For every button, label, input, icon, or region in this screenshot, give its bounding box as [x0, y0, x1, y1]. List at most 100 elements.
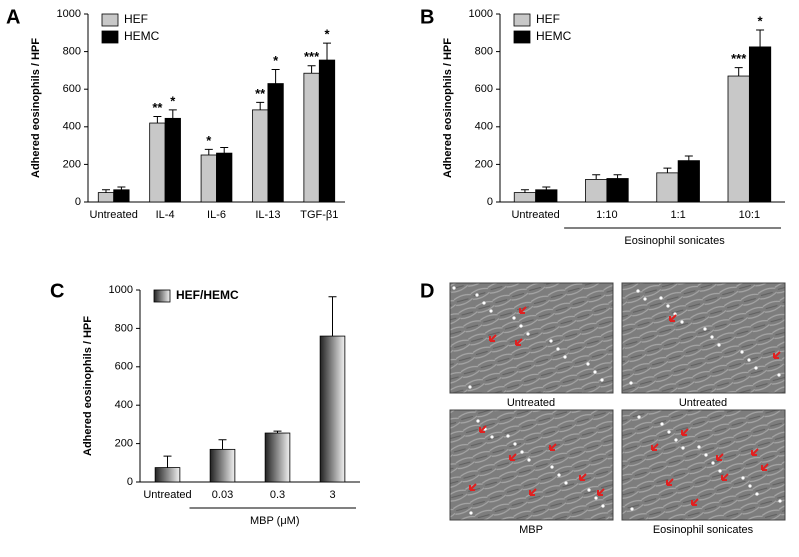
- y-tick-label: 0: [127, 476, 133, 488]
- error-bar: [101, 189, 110, 193]
- cell-dot: [710, 335, 714, 339]
- cell-dot: [703, 327, 707, 331]
- cell-dot: [741, 476, 745, 480]
- y-tick-label: 200: [63, 158, 81, 170]
- cell-dot: [519, 324, 523, 328]
- x-tick-label: 0.3: [270, 489, 285, 501]
- significance-label: *: [273, 53, 279, 68]
- arrow: [773, 351, 781, 359]
- y-axis-label: Adhered eosinophils / HPF: [82, 316, 94, 456]
- x-tick-label: Untreated: [90, 209, 138, 221]
- cell-dot: [717, 343, 721, 347]
- y-tick-label: 800: [115, 322, 133, 334]
- cell-dot: [680, 320, 684, 324]
- cell-dot: [482, 301, 486, 305]
- x-tick-label: IL-4: [156, 209, 175, 221]
- arrow: [761, 463, 769, 471]
- error-bar: [542, 186, 551, 190]
- bar: [585, 179, 608, 203]
- cell-dot: [747, 358, 751, 362]
- y-tick-label: 600: [63, 83, 81, 95]
- significance-label: *: [170, 93, 176, 108]
- cell-dot: [718, 469, 722, 473]
- error-bar: [663, 167, 672, 173]
- y-tick-label: 200: [475, 158, 493, 170]
- x-tick-label: 3: [329, 489, 335, 501]
- legend-label: HEMC: [536, 29, 572, 43]
- cell-dot: [754, 366, 758, 370]
- image-caption: Untreated: [507, 397, 555, 409]
- cell-dot: [740, 350, 744, 354]
- cell-dot: [520, 450, 524, 454]
- y-tick-label: 0: [75, 196, 81, 208]
- error-bar: [271, 68, 280, 84]
- arrow: [579, 473, 587, 481]
- legend-swatch: [513, 30, 531, 44]
- legend-label: HEF/HEMC: [176, 288, 239, 302]
- cell-dot: [643, 297, 647, 301]
- error-bar: [734, 67, 743, 77]
- significance-label: *: [758, 13, 764, 28]
- cell-dot: [667, 430, 671, 434]
- bar: [513, 192, 537, 203]
- x-tick-label: 1:1: [670, 209, 685, 221]
- error-bar: [273, 430, 282, 434]
- arrow: [529, 488, 537, 496]
- significance-label: *: [324, 27, 330, 42]
- arrow: [597, 488, 605, 496]
- y-tick-label: 800: [475, 46, 493, 58]
- y-tick-label: 1000: [469, 8, 493, 20]
- cell-dot: [593, 370, 597, 374]
- cell-dot: [681, 446, 685, 450]
- bar: [267, 83, 284, 203]
- bar: [318, 59, 336, 203]
- panel-letter: C: [50, 280, 64, 302]
- bar: [606, 178, 629, 203]
- bar: [149, 122, 166, 203]
- error-bar: [592, 174, 601, 180]
- arrow: [681, 428, 689, 436]
- arrow: [515, 338, 523, 346]
- cell-dot: [630, 507, 634, 511]
- cell-dot: [475, 293, 479, 297]
- cell-dot: [563, 355, 567, 359]
- y-tick-label: 0: [487, 196, 493, 208]
- arrow: [721, 473, 729, 481]
- x-group-label: Eosinophil sonicates: [624, 235, 725, 247]
- arrow: [716, 453, 724, 461]
- x-tick-label: 1:10: [596, 209, 617, 221]
- cell-dot: [637, 415, 641, 419]
- cell-dot: [660, 422, 664, 426]
- error-bar: [756, 29, 765, 47]
- bar: [216, 152, 233, 203]
- error-bar: [204, 148, 213, 155]
- bar: [252, 109, 269, 203]
- x-group-label: MBP (μM): [250, 515, 300, 527]
- legend-label: HEMC: [124, 29, 160, 43]
- error-bar: [613, 174, 622, 179]
- legend-swatch: [153, 289, 171, 303]
- cell-dot: [549, 339, 553, 343]
- bar: [164, 117, 181, 203]
- legend-label: HEF: [536, 12, 560, 26]
- cell-dot: [468, 385, 472, 389]
- cell-dot: [490, 435, 494, 439]
- cell-dot: [673, 312, 677, 316]
- bar: [303, 72, 320, 203]
- micrograph: [621, 409, 786, 521]
- cell-dot: [586, 362, 590, 366]
- y-tick-label: 1000: [109, 284, 133, 296]
- significance-label: **: [152, 100, 163, 115]
- error-bar: [323, 42, 332, 61]
- bar: [748, 46, 772, 203]
- error-bar: [520, 189, 529, 193]
- arrow: [666, 478, 674, 486]
- legend-swatch: [101, 30, 119, 44]
- bar: [677, 160, 700, 203]
- cell-dot: [697, 445, 701, 449]
- arrow: [651, 443, 659, 451]
- error-bar: [328, 296, 337, 337]
- cell-dot: [512, 316, 516, 320]
- cell-dot: [777, 373, 781, 377]
- cell-dot: [636, 289, 640, 293]
